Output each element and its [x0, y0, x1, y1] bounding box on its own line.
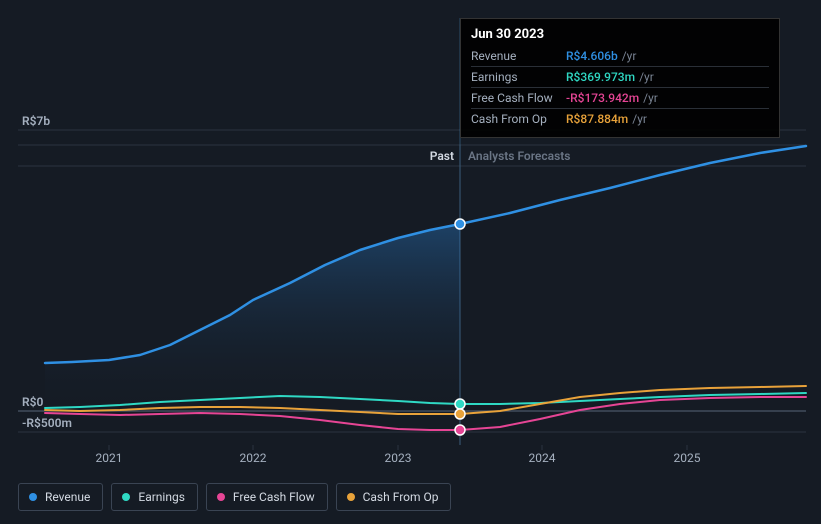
y-axis-tick: R$7b	[22, 114, 50, 128]
legend-item-label: Free Cash Flow	[233, 490, 315, 504]
past-period-label: Past	[430, 149, 454, 163]
x-axis-tick: 2021	[96, 451, 123, 465]
y-axis-tick: -R$500m	[22, 416, 72, 430]
tooltip-row-value: R$4.606b	[566, 49, 618, 63]
legend-item-label: Cash From Op	[363, 490, 439, 504]
tooltip-row: EarningsR$369.973m/yr	[471, 67, 769, 88]
y-axis-tick: R$0	[22, 395, 43, 409]
legend-dot-icon	[347, 493, 355, 501]
tooltip-row: Free Cash Flow-R$173.942m/yr	[471, 88, 769, 109]
x-axis-tick: 2022	[240, 451, 267, 465]
tooltip-row-unit: /yr	[632, 112, 647, 126]
tooltip-row-value: -R$173.942m	[566, 91, 639, 105]
x-axis-tick: 2023	[385, 451, 412, 465]
legend-item[interactable]: Revenue	[18, 483, 103, 511]
tooltip-row: RevenueR$4.606b/yr	[471, 46, 769, 67]
tooltip-row-label: Earnings	[471, 70, 566, 84]
legend-item-label: Earnings	[138, 490, 185, 504]
tooltip-row-value: R$369.973m	[566, 70, 635, 84]
legend-item-label: Revenue	[45, 490, 90, 504]
x-axis-tick: 2024	[529, 451, 556, 465]
chart-tooltip: Jun 30 2023 RevenueR$4.606b/yrEarningsR$…	[460, 18, 780, 138]
legend-dot-icon	[29, 493, 37, 501]
x-axis-tick: 2025	[674, 451, 701, 465]
tooltip-row-label: Free Cash Flow	[471, 91, 566, 105]
tooltip-row: Cash From OpR$87.884m/yr	[471, 109, 769, 129]
tooltip-row-value: R$87.884m	[566, 112, 628, 126]
chart-legend: Revenue Earnings Free Cash Flow Cash From O…	[18, 483, 451, 511]
legend-item[interactable]: Free Cash Flow	[206, 483, 328, 511]
forecasts-period-label: Analysts Forecasts	[468, 149, 570, 163]
legend-dot-icon	[122, 493, 130, 501]
tooltip-row-unit: /yr	[643, 91, 658, 105]
tooltip-row-unit: /yr	[622, 49, 637, 63]
legend-item[interactable]: Cash From Op	[336, 483, 452, 511]
tooltip-row-label: Cash From Op	[471, 112, 566, 126]
legend-dot-icon	[217, 493, 225, 501]
legend-item[interactable]: Earnings	[111, 483, 198, 511]
tooltip-title: Jun 30 2023	[471, 27, 769, 42]
tooltip-row-label: Revenue	[471, 49, 566, 63]
tooltip-row-unit: /yr	[639, 70, 654, 84]
